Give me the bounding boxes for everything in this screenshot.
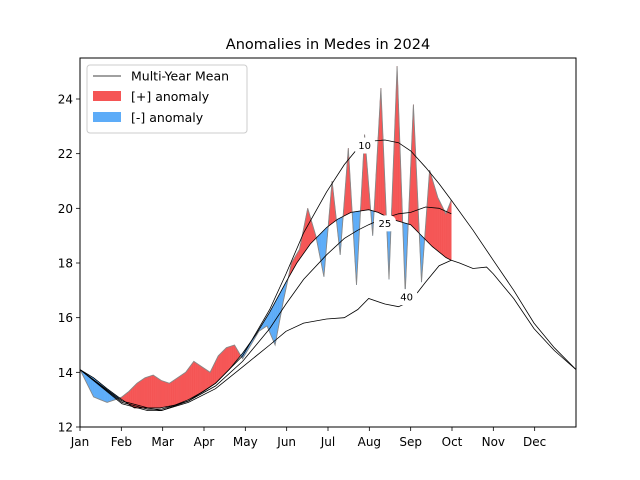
x-tick-label: Feb <box>111 435 132 449</box>
legend-box <box>86 64 248 134</box>
x-tick-label: May <box>233 435 258 449</box>
x-tick-label: Dec <box>523 435 546 449</box>
x-tick-label: Nov <box>482 435 505 449</box>
legend-label-negative: [-] anomaly <box>131 110 204 125</box>
legend-label-positive: [+] anomaly <box>131 89 210 104</box>
contour-label-text: 40 <box>400 293 413 304</box>
contour-label-text: 25 <box>379 219 392 230</box>
x-tick-label: Aug <box>358 435 381 449</box>
contour-label-layer: 10 25 40 <box>353 137 418 306</box>
observed-series-line <box>80 66 452 403</box>
y-tick-label: 20 <box>58 202 73 216</box>
contour-label: 40 <box>395 289 418 306</box>
contour-label-background <box>353 137 376 154</box>
positive-anomaly-segment <box>450 200 452 261</box>
legend: Multi-Year Mean [+] anomaly [-] anomaly <box>86 64 248 134</box>
y-tick-label: 14 <box>58 366 73 380</box>
x-tick-label: Mar <box>151 435 174 449</box>
y-tick-label: 22 <box>58 147 73 161</box>
contour-label: 10 <box>353 137 376 154</box>
contour-label-text: 10 <box>358 141 371 152</box>
x-tick-label: Jun <box>276 435 296 449</box>
legend-label-mean: Multi-Year Mean <box>131 69 229 84</box>
y-tick-label: 12 <box>58 421 73 435</box>
y-axis: 12 14 16 18 20 22 24 <box>58 93 80 435</box>
x-tick-label: Jul <box>320 435 335 449</box>
percentile-25-line <box>80 206 452 410</box>
y-tick-label: 24 <box>58 93 73 107</box>
legend-positive-swatch <box>93 91 121 101</box>
legend-negative-swatch <box>93 112 121 122</box>
chart-title: Anomalies in Medes in 2024 <box>226 37 430 53</box>
contour-label-background <box>395 289 418 306</box>
x-axis: Jan Feb Mar Apr May Jun Jul Aug Sep Oct Nov Dec <box>70 427 546 449</box>
y-tick-label: 16 <box>58 311 73 325</box>
multi-year-mean-line <box>80 209 576 409</box>
x-tick-label: Oct <box>442 435 463 449</box>
plot-area: 10 25 40 <box>80 66 576 412</box>
x-tick-label: Apr <box>194 435 215 449</box>
contour-label: 25 <box>373 215 396 232</box>
x-tick-label: Jan <box>70 435 90 449</box>
contour-label-background <box>373 215 396 232</box>
x-tick-label: Sep <box>399 435 422 449</box>
y-tick-label: 18 <box>58 257 73 271</box>
